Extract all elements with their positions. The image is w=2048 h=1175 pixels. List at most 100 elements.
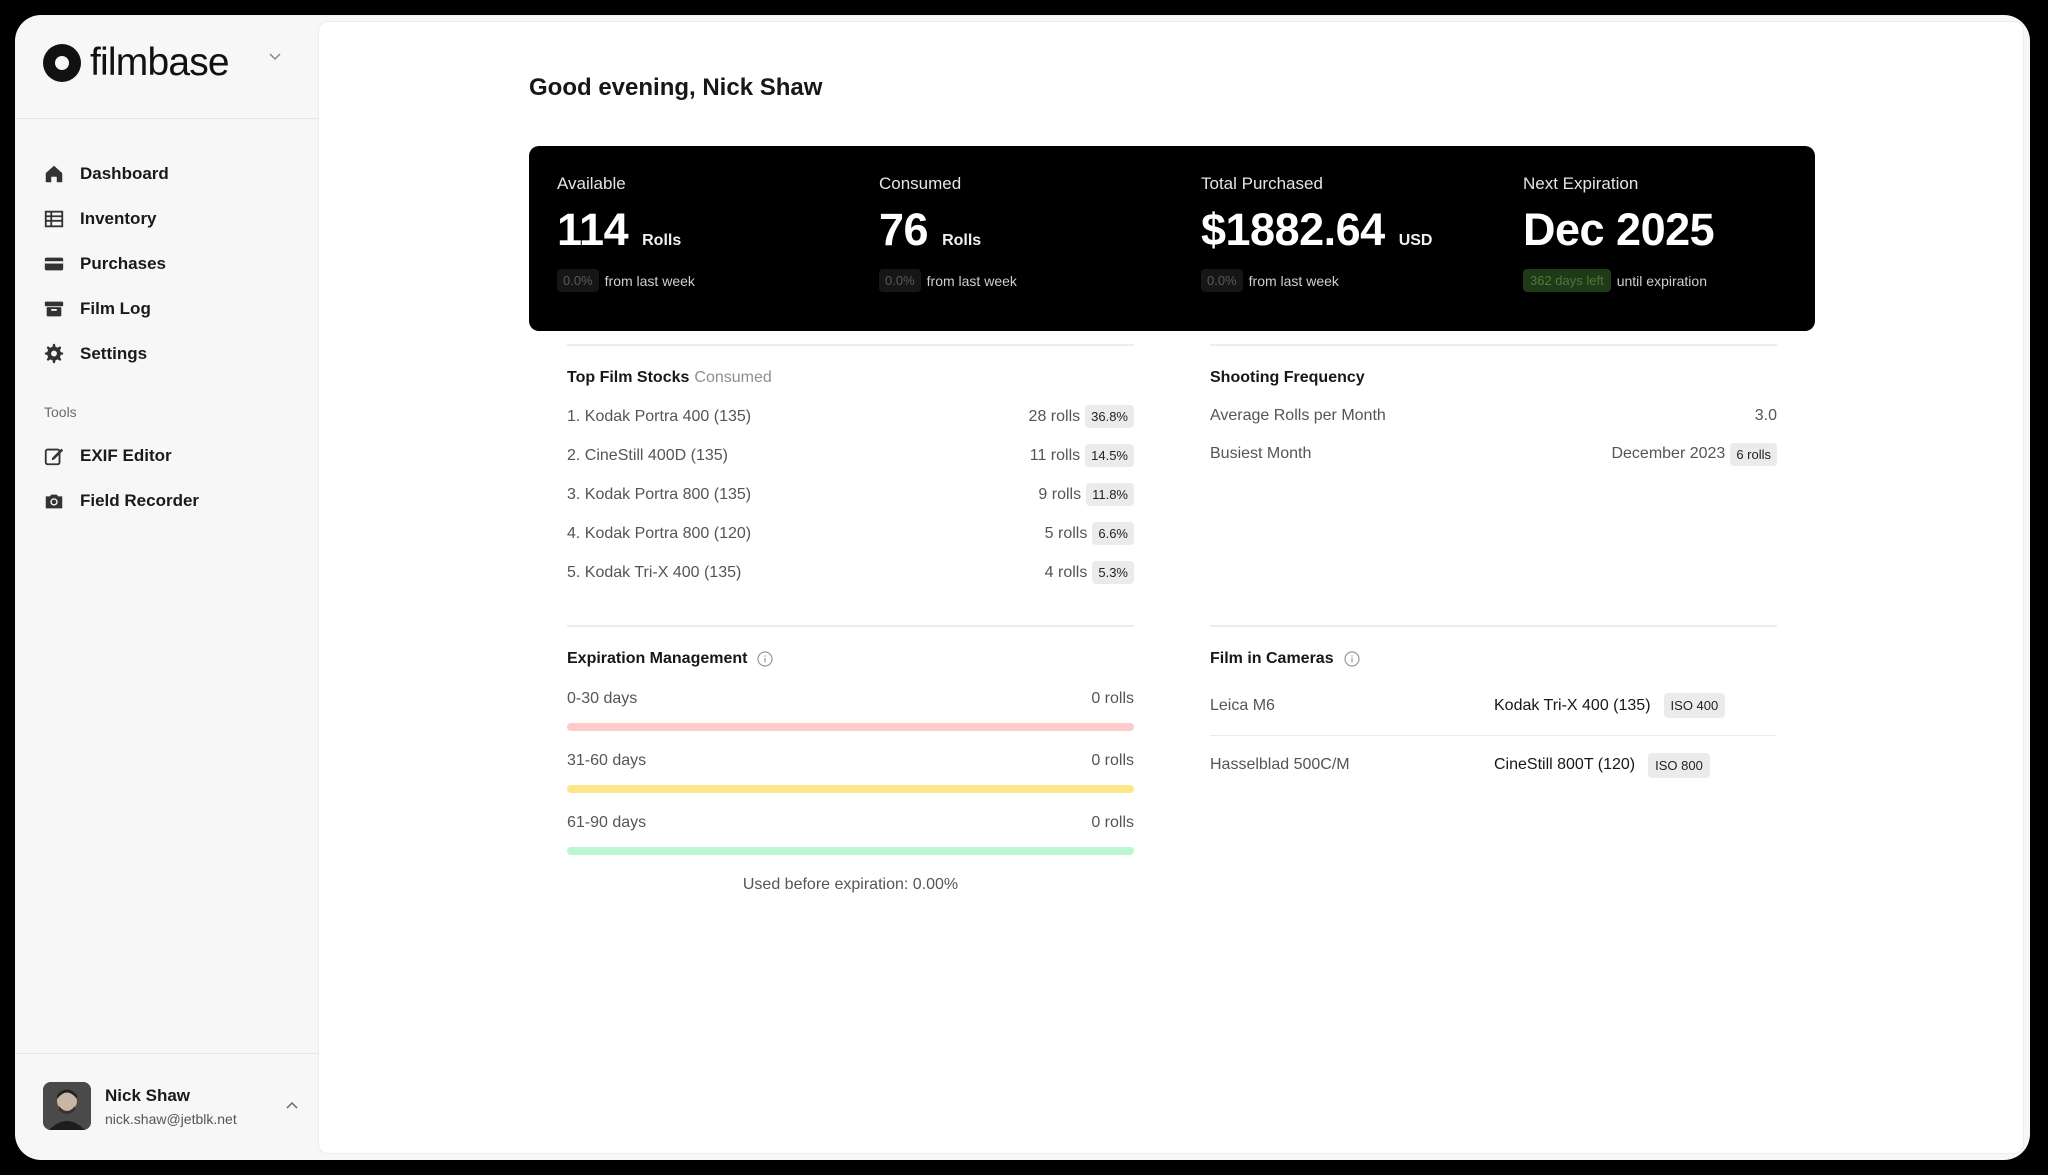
stat-label: Available [557, 174, 626, 193]
expiration-range: 61-90 days 0 rolls [567, 814, 1134, 855]
sidebar-item-label: Film Log [80, 298, 151, 318]
user-name: Nick Shaw [105, 1085, 191, 1105]
change-badge: 0.0% [1201, 269, 1243, 292]
list-item: 5. Kodak Tri-X 400 (135) 4 rolls 5.3% [567, 553, 1134, 592]
avg-rolls-value: 3.0 [1754, 407, 1777, 424]
stock-name: 4. Kodak Portra 800 (120) [567, 524, 752, 542]
page-title: Good evening, Nick Shaw [529, 74, 823, 101]
user-menu[interactable]: Nick Shaw nick.shaw@jetblk.net [43, 1082, 298, 1130]
user-email: nick.shaw@jetblk.net [105, 1110, 237, 1127]
stock-rolls: 5 rolls [1044, 524, 1088, 542]
sidebar-item-film-log[interactable]: Film Log [43, 286, 303, 331]
chevron-up-icon[interactable] [286, 1100, 298, 1112]
tools-nav: EXIF Editor Field Recorder [43, 433, 303, 523]
info-icon[interactable] [757, 651, 774, 667]
list-item: Average Rolls per Month 3.0 [1210, 397, 1777, 435]
archive-icon [44, 301, 64, 316]
stock-name: 1. Kodak Portra 400 (135) [567, 407, 752, 425]
main-nav: Dashboard Inventory Purchases Film Log S… [43, 151, 303, 376]
list-item: 3. Kodak Portra 800 (135) 9 rolls 11.8% [567, 475, 1134, 514]
stat-foot-text: from last week [1248, 272, 1339, 289]
filmbase-logo-icon [43, 44, 81, 82]
sidebar: filmbase Dashboard Inventory Purchases F… [15, 15, 318, 1160]
range-bar [567, 847, 1134, 855]
stock-name: 3. Kodak Portra 800 (135) [567, 485, 752, 503]
avatar [43, 1082, 91, 1130]
sidebar-item-label: Dashboard [80, 163, 169, 183]
stat-total-purchased: Total Purchased $1882.64 USD 0.0% from l… [1201, 174, 1501, 292]
range-value: 0 rolls [1091, 690, 1134, 707]
stock-name: 5. Kodak Tri-X 400 (135) [567, 563, 742, 581]
sidebar-item-inventory[interactable]: Inventory [43, 196, 303, 241]
stock-rolls: 28 rolls [1028, 407, 1081, 425]
sidebar-divider [15, 118, 318, 119]
avg-rolls-label: Average Rolls per Month [1210, 407, 1386, 424]
sidebar-item-label: Field Recorder [80, 490, 200, 510]
stat-unit: Rolls [942, 232, 982, 249]
stat-next-expiration: Next Expiration Dec 2025 362 days left u… [1523, 174, 1823, 292]
sidebar-item-settings[interactable]: Settings [43, 331, 303, 376]
stat-foot-text: from last week [926, 272, 1017, 289]
stock-rolls: 11 rolls [1029, 446, 1081, 464]
loaded-film: Kodak Tri-X 400 (135) [1494, 696, 1651, 714]
stat-unit: USD [1398, 232, 1433, 249]
grid-icon [44, 210, 64, 227]
stat-label: Total Purchased [1201, 174, 1323, 193]
sidebar-item-exif-editor[interactable]: EXIF Editor [43, 433, 303, 478]
days-left-badge: 362 days left [1523, 269, 1611, 292]
tools-section-label: Tools [44, 404, 77, 420]
stock-percent-badge: 6.6% [1092, 522, 1134, 545]
change-badge: 0.0% [557, 269, 599, 292]
expiration-range: 31-60 days 0 rolls [567, 752, 1134, 793]
range-label: 31-60 days [567, 752, 647, 769]
sidebar-item-label: Purchases [80, 253, 166, 273]
loaded-film: CineStill 800T (120) [1494, 756, 1636, 773]
home-icon [45, 165, 63, 182]
info-icon[interactable] [1344, 651, 1360, 667]
shooting-frequency-card: Shooting Frequency Average Rolls per Mon… [1210, 344, 1777, 473]
stat-consumed: Consumed 76 Rolls 0.0% from last week [879, 174, 1179, 292]
stat-label: Next Expiration [1523, 174, 1639, 193]
stock-rolls: 9 rolls [1038, 485, 1082, 503]
sidebar-item-label: Settings [80, 343, 148, 363]
brand-name: filmbase [90, 41, 230, 84]
section-title: Top Film Stocks [567, 369, 690, 386]
stat-label: Consumed [879, 174, 962, 193]
stock-percent-badge: 5.3% [1092, 561, 1134, 584]
edit-icon [44, 448, 64, 465]
camera-name: Hasselblad 500C/M [1210, 756, 1350, 773]
stock-percent-badge: 36.8% [1085, 405, 1134, 428]
sidebar-divider [15, 1053, 318, 1054]
sidebar-item-purchases[interactable]: Purchases [43, 241, 303, 286]
section-title: Expiration Management [567, 650, 748, 667]
range-label: 61-90 days [567, 814, 647, 831]
sidebar-item-label: EXIF Editor [80, 445, 172, 465]
sidebar-item-dashboard[interactable]: Dashboard [43, 151, 303, 196]
workspace-switcher[interactable]: filmbase [43, 40, 230, 86]
stock-percent-badge: 11.8% [1086, 483, 1134, 506]
stock-rolls: 4 rolls [1044, 563, 1088, 581]
busiest-month-badge: 6 rolls [1730, 442, 1777, 466]
table-row[interactable]: Hasselblad 500C/M CineStill 800T (120) I… [1210, 735, 1777, 794]
camera-icon [45, 494, 63, 508]
range-bar [567, 723, 1134, 731]
busiest-month-label: Busiest Month [1210, 445, 1312, 462]
section-title: Shooting Frequency [1210, 369, 1365, 386]
table-row[interactable]: Leica M6 Kodak Tri-X 400 (135) ISO 400 [1210, 676, 1777, 735]
expiration-management-card: Expiration Management 0-30 days 0 rolls 3… [567, 625, 1134, 894]
sidebar-item-field-recorder[interactable]: Field Recorder [43, 478, 303, 523]
stat-foot-text: until expiration [1616, 272, 1707, 289]
list-item: Busiest Month December 2023 6 rolls [1210, 435, 1777, 473]
busiest-month-value: December 2023 [1611, 445, 1726, 462]
iso-badge: ISO 800 [1648, 752, 1710, 778]
stock-name: 2. CineStill 400D (135) [567, 446, 728, 464]
range-value: 0 rolls [1091, 752, 1134, 769]
credit-card-icon [44, 257, 64, 270]
change-badge: 0.0% [879, 269, 921, 292]
chevron-down-icon[interactable] [269, 50, 281, 62]
list-item: 1. Kodak Portra 400 (135) 28 rolls 36.8% [567, 397, 1134, 436]
iso-badge: ISO 400 [1663, 693, 1726, 718]
stats-banner: Available 114 Rolls 0.0% from last week … [529, 146, 1815, 331]
stat-value: $1882.64 [1201, 204, 1385, 255]
stat-value: 76 [879, 204, 929, 255]
